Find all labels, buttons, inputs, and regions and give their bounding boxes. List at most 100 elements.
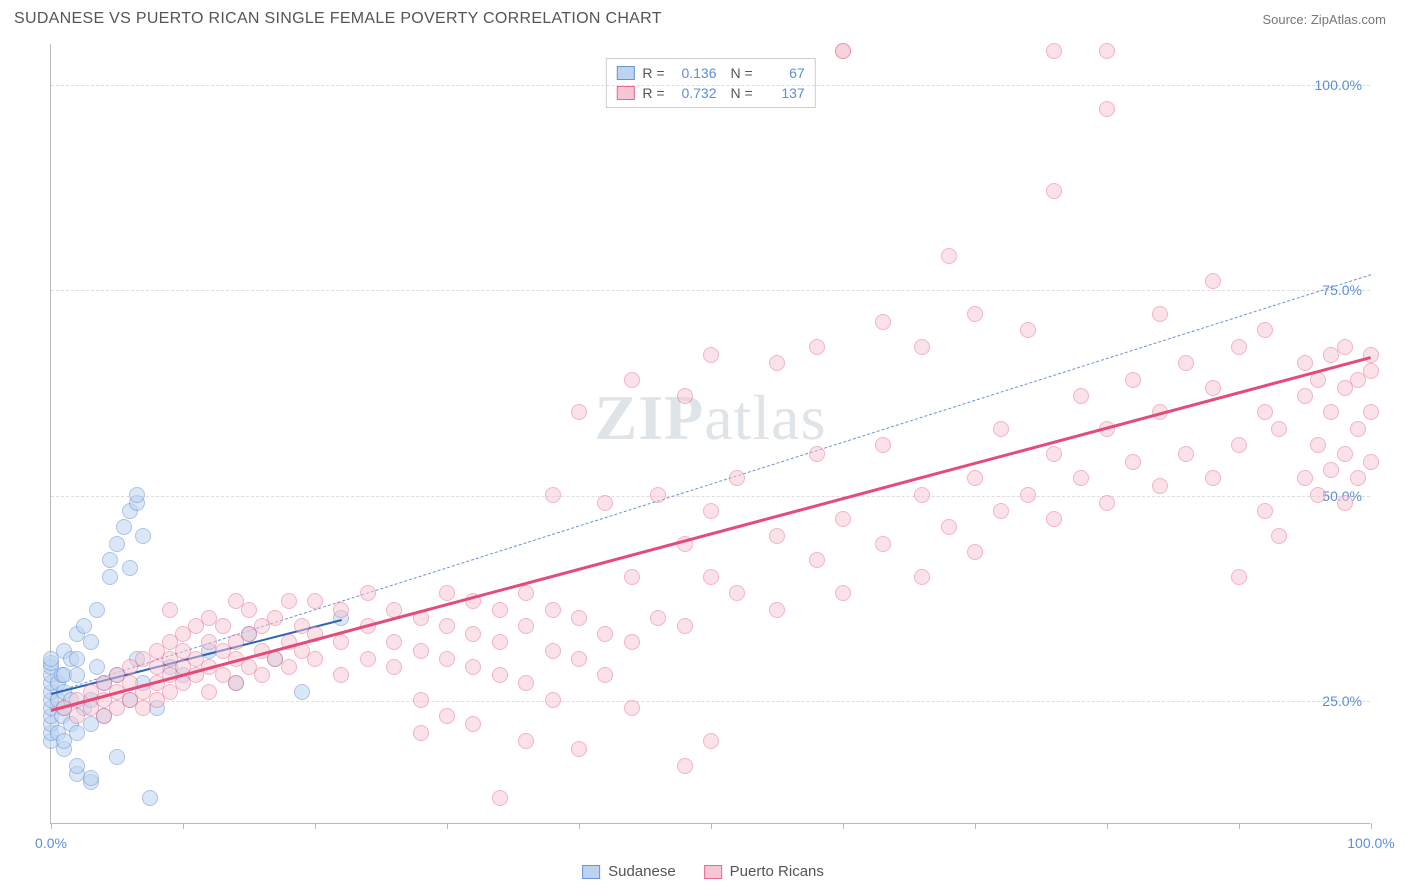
regression-line: [51, 356, 1372, 712]
legend-n-label: N =: [731, 63, 753, 83]
data-point: [571, 404, 587, 420]
data-point: [914, 569, 930, 585]
data-point: [465, 626, 481, 642]
data-point: [1337, 339, 1353, 355]
data-point: [294, 684, 310, 700]
data-point: [1046, 446, 1062, 462]
data-point: [201, 684, 217, 700]
data-point: [1271, 528, 1287, 544]
data-point: [518, 675, 534, 691]
data-point: [492, 667, 508, 683]
data-point: [941, 519, 957, 535]
data-point: [333, 602, 349, 618]
data-point: [703, 503, 719, 519]
data-point: [1178, 446, 1194, 462]
data-point: [835, 585, 851, 601]
data-point: [1205, 380, 1221, 396]
data-point: [69, 651, 85, 667]
data-point: [1323, 404, 1339, 420]
data-point: [597, 667, 613, 683]
data-point: [835, 511, 851, 527]
data-point: [492, 602, 508, 618]
plot-area: ZIPatlas R =0.136N =67R =0.732N =137 25.…: [50, 44, 1370, 824]
data-point: [1046, 511, 1062, 527]
data-point: [875, 314, 891, 330]
data-point: [1205, 273, 1221, 289]
data-point: [1297, 470, 1313, 486]
data-point: [518, 733, 534, 749]
data-point: [677, 388, 693, 404]
data-point: [967, 470, 983, 486]
x-tick: [447, 823, 448, 829]
watermark: ZIPatlas: [595, 381, 827, 455]
data-point: [492, 634, 508, 650]
data-point: [102, 552, 118, 568]
data-point: [116, 519, 132, 535]
chart-title: SUDANESE VS PUERTO RICAN SINGLE FEMALE P…: [14, 10, 662, 28]
data-point: [624, 569, 640, 585]
data-point: [307, 651, 323, 667]
source-link[interactable]: ZipAtlas.com: [1311, 12, 1386, 27]
data-point: [571, 610, 587, 626]
data-point: [650, 487, 666, 503]
data-point: [142, 790, 158, 806]
data-point: [1073, 388, 1089, 404]
data-point: [492, 790, 508, 806]
data-point: [1257, 503, 1273, 519]
data-point: [439, 651, 455, 667]
legend-n-value: 67: [761, 63, 805, 83]
data-point: [571, 741, 587, 757]
data-point: [89, 659, 105, 675]
data-point: [413, 725, 429, 741]
data-point: [703, 569, 719, 585]
data-point: [1231, 339, 1247, 355]
x-tick-label: 0.0%: [35, 835, 67, 851]
data-point: [1323, 462, 1339, 478]
x-tick: [1107, 823, 1108, 829]
data-point: [439, 708, 455, 724]
data-point: [360, 651, 376, 667]
legend-swatch: [704, 865, 722, 879]
data-point: [1310, 437, 1326, 453]
data-point: [333, 667, 349, 683]
data-point: [993, 503, 1009, 519]
y-tick-label: 100.0%: [1315, 77, 1362, 93]
gridline: [51, 496, 1370, 497]
data-point: [228, 675, 244, 691]
data-point: [1073, 470, 1089, 486]
data-point: [875, 536, 891, 552]
data-point: [1205, 470, 1221, 486]
data-point: [809, 552, 825, 568]
data-point: [1125, 372, 1141, 388]
data-point: [1046, 43, 1062, 59]
data-point: [281, 593, 297, 609]
data-point: [809, 446, 825, 462]
data-point: [677, 618, 693, 634]
data-point: [650, 610, 666, 626]
data-point: [1257, 322, 1273, 338]
data-point: [1099, 43, 1115, 59]
data-point: [129, 487, 145, 503]
data-point: [109, 749, 125, 765]
x-tick-label: 100.0%: [1347, 835, 1394, 851]
data-point: [102, 569, 118, 585]
x-tick: [579, 823, 580, 829]
gridline: [51, 290, 1370, 291]
data-point: [914, 487, 930, 503]
data-point: [135, 528, 151, 544]
legend-series: SudanesePuerto Ricans: [582, 863, 824, 880]
data-point: [1099, 101, 1115, 117]
data-point: [83, 634, 99, 650]
data-point: [703, 733, 719, 749]
data-point: [1297, 388, 1313, 404]
legend-label: Sudanese: [608, 863, 676, 880]
gridline: [51, 85, 1370, 86]
legend-swatch: [616, 86, 634, 100]
data-point: [83, 770, 99, 786]
data-point: [1020, 322, 1036, 338]
data-point: [360, 585, 376, 601]
data-point: [122, 560, 138, 576]
data-point: [545, 602, 561, 618]
data-point: [267, 610, 283, 626]
chart-source: Source: ZipAtlas.com: [1262, 12, 1386, 27]
